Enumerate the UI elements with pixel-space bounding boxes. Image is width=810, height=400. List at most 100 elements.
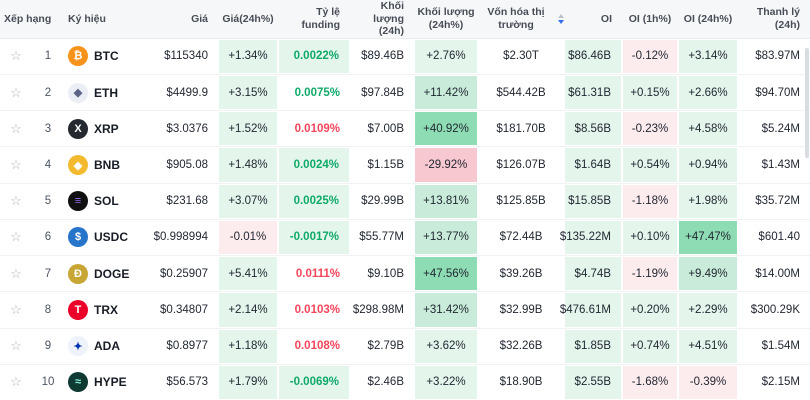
vol-24h-pct-cell: +11.42%: [414, 75, 478, 111]
price-cell: $4499.9: [166, 86, 208, 99]
symbol-cell: T TRX: [64, 292, 148, 327]
favorite-cell: ☆: [0, 256, 32, 291]
funding-cell: 0.0025%: [278, 183, 350, 219]
oi-1h-pct-cell: +0.54%: [622, 147, 678, 183]
vol-24h-cell: $2.79B: [367, 340, 404, 353]
favorite-star-icon[interactable]: ☆: [10, 374, 22, 390]
symbol-cell: ◆ BNB: [64, 147, 148, 182]
favorite-star-icon[interactable]: ☆: [10, 48, 22, 64]
btc-coin-icon: ₿: [68, 46, 88, 67]
header-volume-24h[interactable]: Khối lượng (24h): [350, 0, 414, 38]
header-oi-24h[interactable]: OI (24h%): [678, 0, 738, 38]
favorite-star-icon[interactable]: ☆: [10, 229, 22, 245]
liq-cell: $14.00M: [755, 267, 800, 280]
funding-cell: 0.0108%: [294, 340, 340, 353]
funding-cell: 0.0103%: [294, 303, 340, 316]
trx-coin-icon: T: [68, 299, 88, 320]
oi-1h-pct-cell: -1.19%: [622, 256, 678, 292]
header-price-label: Giá: [191, 12, 208, 25]
header-price-change-24h[interactable]: Giá(24h%): [218, 0, 278, 38]
symbol-cell: $ USDC: [64, 220, 148, 255]
funding-cell: 0.0111%: [295, 267, 340, 280]
vol-24h-cell: $7.00B: [367, 122, 404, 135]
vol-24h-pct-cell: +31.42%: [414, 292, 478, 328]
favorite-star-icon[interactable]: ☆: [10, 84, 22, 100]
ticker-label: BTC: [94, 49, 119, 64]
header-liquidation-24h[interactable]: Thanh lý (24h): [738, 0, 810, 38]
oi-24h-pct-cell: +3.14%: [678, 38, 738, 74]
oi-24h-pct-cell: +2.66%: [678, 75, 738, 111]
vol-24h-cell: $55.77M: [359, 231, 404, 244]
coin: ₿ BTC: [68, 46, 119, 67]
table-row[interactable]: ☆ 1 ₿ BTC $115340 +1.34% 0.0022% $89.46B +2.76% $…: [0, 38, 810, 75]
oi-24h-pct-cell: +9.49%: [678, 256, 738, 292]
price-24h-cell: +1.34%: [218, 38, 278, 74]
header-market-cap[interactable]: Vốn hóa thị trường: [478, 0, 564, 38]
vol-24h-pct-cell: +13.77%: [414, 219, 478, 256]
favorite-cell: ☆: [0, 75, 32, 110]
mcap-cell: $32.99B: [499, 303, 543, 316]
header-oi-1h[interactable]: OI (1h%): [622, 0, 678, 38]
price-cell: $0.25907: [160, 267, 208, 280]
funding-cell: -0.0069%: [278, 364, 350, 400]
oi-cell: $4.74B: [564, 256, 622, 292]
header-volume-change-24h[interactable]: Khối lượng (24h%): [414, 0, 478, 38]
oi-cell: $15.85B: [564, 183, 622, 219]
xrp-coin-icon: X: [68, 118, 88, 139]
funding-cell: 0.0075%: [294, 86, 340, 99]
table-row[interactable]: ☆ 2 ◆ ETH $4499.9 +3.15% 0.0075% $97.84B +11.42%…: [0, 75, 810, 112]
liq-cell: $35.72M: [755, 195, 800, 208]
header-funding-rate[interactable]: Tỷ lệ funding: [278, 0, 350, 38]
price-24h-cell: +3.15%: [218, 75, 278, 111]
header-oi-24h-label: OI (24h%): [683, 12, 733, 25]
header-symbol[interactable]: Ký hiệu: [64, 0, 148, 38]
table-row[interactable]: ☆ 6 $ USDC $0.998994 -0.01% -0.0017% $55.77M +13…: [0, 219, 810, 257]
oi-cell: $2.55B: [564, 364, 622, 400]
table-row[interactable]: ☆ 7 Ð DOGE $0.25907 +5.41% 0.0111% $9.10B +47.56…: [0, 256, 810, 293]
funding-cell: 0.0109%: [294, 122, 340, 135]
table-row[interactable]: ☆ 5 ≡ SOL $231.68 +3.07% 0.0025% $29.99B +13.81%…: [0, 183, 810, 220]
sol-coin-icon: ≡: [68, 191, 88, 212]
symbol-cell: ≡ SOL: [64, 184, 148, 219]
header-price[interactable]: Giá: [148, 0, 218, 38]
header-open-interest[interactable]: OI: [564, 0, 622, 38]
mcap-cell: $2.30T: [503, 50, 539, 63]
table-row[interactable]: ☆ 9 ✦ ADA $0.8977 +1.18% 0.0108% $2.79B +3.62% $3…: [0, 328, 810, 365]
vol-24h-pct-cell: +2.76%: [414, 38, 478, 74]
mcap-cell: $125.85B: [496, 195, 546, 208]
header-oi-1h-label: OI (1h%): [628, 12, 672, 25]
oi-1h-pct-cell: -1.18%: [622, 183, 678, 219]
favorite-star-icon[interactable]: ☆: [10, 157, 22, 173]
table-row[interactable]: ☆ 4 ◆ BNB $905.08 +1.48% 0.0024% $1.15B -29.92% $…: [0, 147, 810, 184]
favorite-star-icon[interactable]: ☆: [10, 338, 22, 354]
favorite-cell: ☆: [0, 329, 32, 364]
price-24h-cell: +1.79%: [218, 364, 278, 400]
favorite-star-icon[interactable]: ☆: [10, 193, 22, 209]
price-cell: $0.34807: [160, 303, 208, 316]
favorite-star-icon[interactable]: ☆: [10, 301, 22, 317]
favorite-star-icon[interactable]: ☆: [10, 265, 22, 281]
oi-24h-pct-cell: +4.51%: [678, 328, 738, 364]
price-24h-cell: +1.18%: [218, 328, 278, 364]
table-row[interactable]: ☆ 8 T TRX $0.34807 +2.14% 0.0103% $298.98M +31.4…: [0, 292, 810, 329]
vol-24h-pct-cell: +40.92%: [414, 111, 478, 147]
vertical-scrollbar[interactable]: [805, 48, 809, 158]
vol-24h-cell: $298.98M: [352, 303, 404, 316]
table-row[interactable]: ☆ 3 X XRP $3.0376 +1.52% 0.0109% $7.00B +40.92% $…: [0, 111, 810, 148]
header-market-cap-label: Vốn hóa thị trường: [487, 6, 545, 31]
price-24h-cell: +1.48%: [218, 147, 278, 183]
rank-cell: 5: [44, 195, 52, 208]
rank-cell: 2: [44, 86, 52, 99]
header-rank[interactable]: Xếp hạng: [0, 0, 64, 38]
vol-24h-pct-cell: +3.22%: [414, 364, 478, 400]
mcap-cell: $72.44B: [499, 231, 543, 244]
table-row[interactable]: ☆ 10 ≈ HYPE $56.573 +1.79% -0.0069% $2.46B +3.22…: [0, 364, 810, 400]
symbol-cell: Ð DOGE: [64, 256, 148, 291]
funding-cell: -0.0017%: [278, 219, 350, 256]
favorite-star-icon[interactable]: ☆: [10, 120, 22, 136]
oi-1h-pct-cell: +0.20%: [622, 292, 678, 328]
liq-cell: $94.70M: [755, 86, 800, 99]
liq-cell: $2.15M: [761, 376, 800, 389]
vol-24h-cell: $9.10B: [367, 267, 404, 280]
rank-cell: 4: [44, 159, 52, 172]
